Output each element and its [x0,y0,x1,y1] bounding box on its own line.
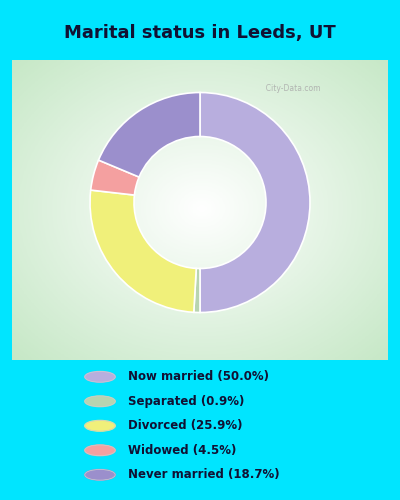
Circle shape [85,372,115,382]
Circle shape [85,420,115,431]
Wedge shape [200,92,310,312]
Text: Widowed (4.5%): Widowed (4.5%) [128,444,236,457]
Wedge shape [91,160,139,195]
Text: City-Data.com: City-Data.com [261,84,320,93]
Wedge shape [194,268,200,312]
Circle shape [85,445,115,456]
Text: Never married (18.7%): Never married (18.7%) [128,468,280,481]
Text: Divorced (25.9%): Divorced (25.9%) [128,420,242,432]
Circle shape [85,396,115,406]
Circle shape [85,470,115,480]
Text: Separated (0.9%): Separated (0.9%) [128,395,244,408]
Wedge shape [98,92,200,177]
Wedge shape [90,190,196,312]
Text: Marital status in Leeds, UT: Marital status in Leeds, UT [64,24,336,42]
Text: Now married (50.0%): Now married (50.0%) [128,370,269,384]
